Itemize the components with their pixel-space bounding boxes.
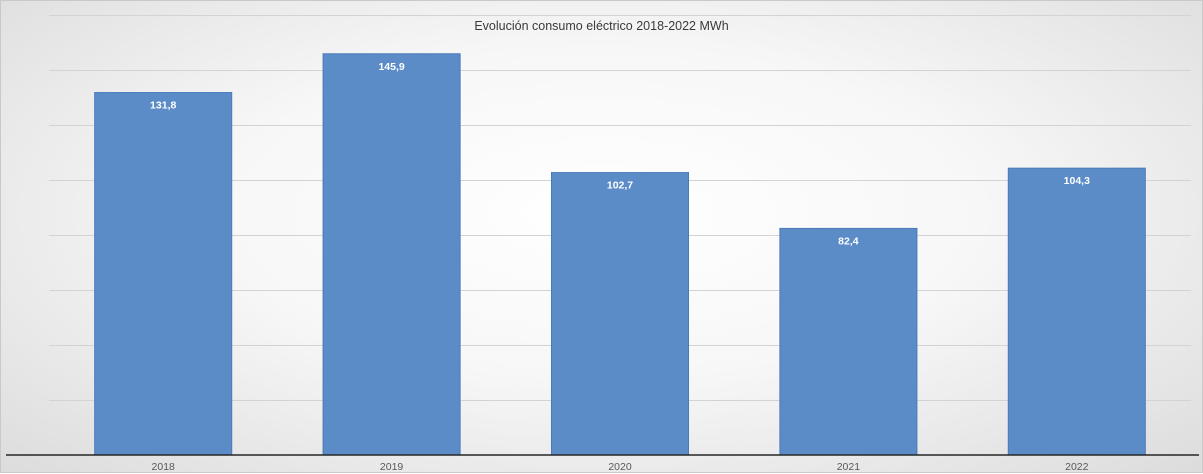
x-tick-label-2018: 2018 [152,461,176,473]
bars [94,53,1146,456]
bar-2020 [550,172,690,456]
x-tick-label-2020: 2020 [608,461,632,473]
data-label-2022: 104,3 [1064,175,1090,187]
data-labels: 131,8 145,9 102,7 82,4 104,3 [150,61,1090,248]
x-tick-label-2021: 2021 [837,461,861,473]
bar-2019 [322,53,461,456]
x-tick-label-2022: 2022 [1065,461,1089,473]
x-tick-label-2019: 2019 [380,461,404,473]
bar-2018 [94,92,233,456]
chart-title: Evolución consumo eléctrico 2018-2022 MW… [474,19,729,33]
data-label-2021: 82,4 [838,235,859,247]
data-label-2018: 131,8 [150,100,176,112]
x-tick-labels: 2018 2019 2020 2021 2022 [152,461,1089,473]
data-label-2020: 102,7 [607,180,633,192]
data-label-2019: 145,9 [378,61,404,73]
bar-2022 [1007,167,1146,456]
bar-2021 [779,227,918,456]
